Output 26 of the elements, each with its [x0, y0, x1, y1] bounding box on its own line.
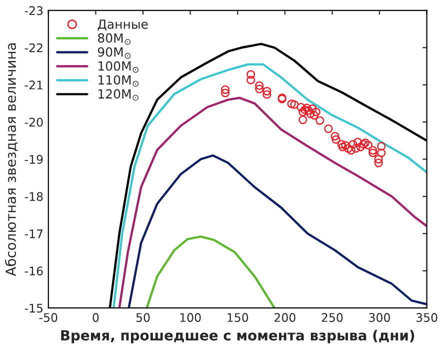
- legend-label: 80M$_{⊙}$: [98, 33, 130, 45]
- legend-label: 120M$_{⊙}$: [98, 89, 138, 101]
- y-tick-label: -21: [24, 80, 42, 90]
- x-tick-label: 50: [136, 313, 150, 322]
- y-tick-label: -17: [24, 229, 43, 238]
- y-tick-label: -18: [24, 192, 43, 202]
- x-tick-label: 100: [180, 313, 201, 322]
- legend-label: Данные: [98, 20, 148, 31]
- x-tick-label: 200: [274, 313, 296, 322]
- legend-label: 110M$_{⊙}$: [98, 75, 138, 87]
- legend-label: 90M$_{⊙}$: [98, 47, 130, 59]
- y-tick-label: -23: [24, 6, 43, 16]
- x-tick-label: 350: [416, 313, 438, 322]
- x-axis-title: Время, прошедшее с момента взрыва (дни): [61, 330, 414, 344]
- y-tick-label: -15: [24, 304, 43, 313]
- y-tick-label: -22: [24, 43, 42, 52]
- x-tick-label: -50: [39, 313, 58, 322]
- legend-label: 100M$_{⊙}$: [98, 61, 138, 73]
- y-tick-label: -16: [24, 266, 43, 276]
- y-tick-label: -20: [24, 118, 43, 127]
- x-tick-label: 300: [369, 313, 390, 322]
- y-axis-title: Абсолютная звездная величина: [5, 43, 18, 276]
- x-tick-label: 0: [92, 313, 99, 322]
- x-tick-label: 250: [322, 313, 343, 322]
- y-tick-label: -19: [24, 154, 43, 164]
- x-tick-label: 150: [228, 313, 248, 322]
